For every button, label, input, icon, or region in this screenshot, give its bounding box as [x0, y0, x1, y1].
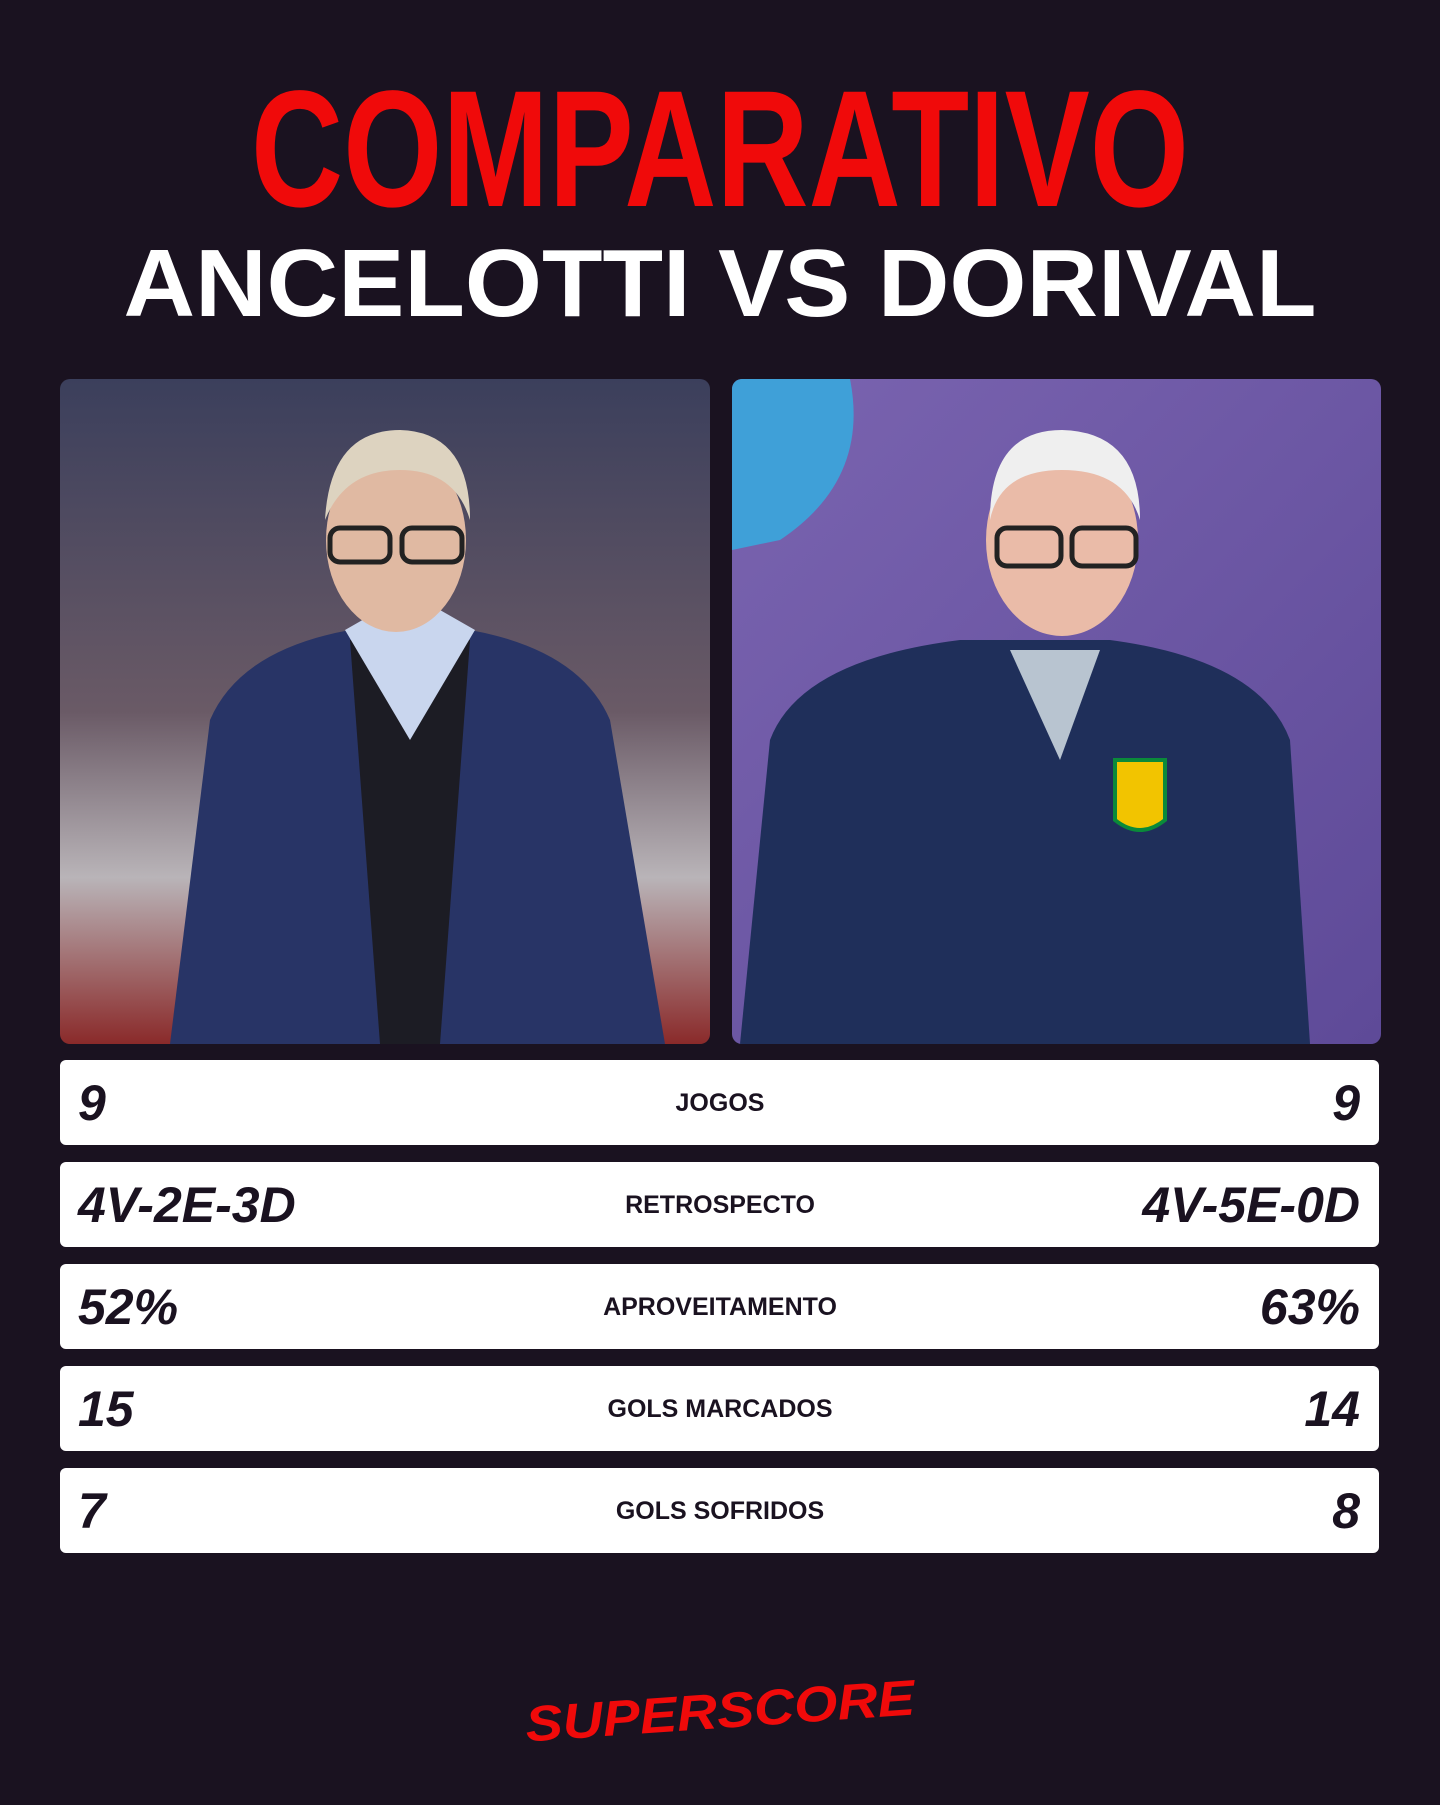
left-value: 9: [78, 1075, 106, 1131]
stat-row: [60, 1162, 1379, 1247]
photo-ancelotti: [60, 379, 710, 1044]
left-value: 4V-2E-3D: [77, 1177, 296, 1233]
left-value: 7: [78, 1483, 108, 1539]
title: COMPARATIVO: [251, 57, 1189, 242]
stat-row: [60, 1468, 1379, 1553]
right-value: 14: [1304, 1381, 1360, 1437]
subtitle: ANCELOTTI VS DORIVAL: [124, 230, 1317, 337]
stat-row: [60, 1264, 1379, 1349]
left-value: 52%: [78, 1279, 178, 1335]
stat-label: APROVEITAMENTO: [603, 1293, 837, 1321]
stat-label: GOLS MARCADOS: [608, 1395, 833, 1423]
stat-label: RETROSPECTO: [625, 1191, 815, 1219]
left-value: 15: [78, 1381, 135, 1437]
stat-label: GOLS SOFRIDOS: [616, 1497, 824, 1525]
stat-row: [60, 1366, 1379, 1451]
stat-row: [60, 1060, 1379, 1145]
stats-table: 9 JOGOS 9 4V-2E-3D RETROSPECTO 4V-5E-0D 52% APR…: [60, 1060, 1379, 1553]
right-value: 8: [1332, 1483, 1360, 1539]
photo-dorival: [732, 379, 1381, 1044]
stat-label: JOGOS: [676, 1089, 765, 1117]
right-value: 9: [1332, 1075, 1360, 1131]
right-value: 4V-5E-0D: [1141, 1177, 1360, 1233]
right-value: 63%: [1260, 1279, 1360, 1335]
